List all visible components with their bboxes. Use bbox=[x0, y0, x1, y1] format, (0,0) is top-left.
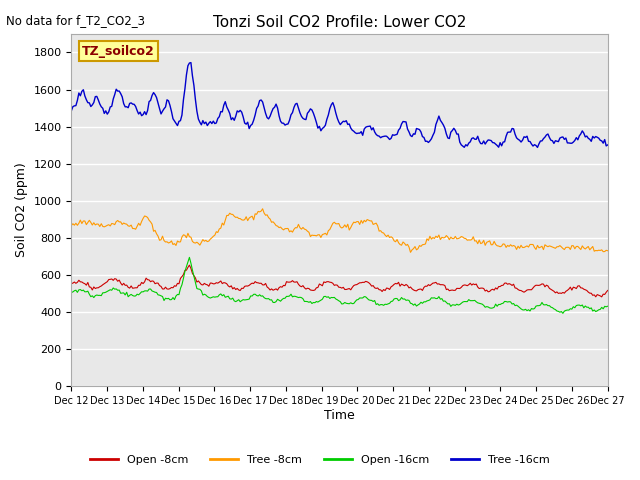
Open -16cm bbox=[229, 295, 237, 301]
Open -16cm bbox=[604, 303, 612, 309]
Tree -8cm bbox=[406, 250, 414, 255]
Open -8cm bbox=[575, 283, 583, 288]
Open -16cm bbox=[303, 299, 311, 304]
Tree -8cm bbox=[245, 215, 253, 221]
Text: TZ_soilco2: TZ_soilco2 bbox=[82, 45, 155, 58]
Open -8cm bbox=[303, 286, 311, 291]
Tree -8cm bbox=[133, 223, 141, 229]
Line: Tree -16cm: Tree -16cm bbox=[72, 62, 608, 147]
Y-axis label: Soil CO2 (ppm): Soil CO2 (ppm) bbox=[15, 163, 28, 257]
Tree -16cm bbox=[187, 60, 195, 65]
Line: Open -16cm: Open -16cm bbox=[72, 257, 608, 313]
Legend: Open -8cm, Tree -8cm, Open -16cm, Tree -16cm: Open -8cm, Tree -8cm, Open -16cm, Tree -… bbox=[86, 451, 554, 469]
Tree -8cm bbox=[259, 206, 266, 212]
Open -16cm bbox=[68, 289, 76, 295]
Open -16cm bbox=[577, 303, 584, 309]
Open -16cm bbox=[559, 311, 566, 316]
Tree -8cm bbox=[303, 228, 311, 234]
Tree -16cm bbox=[577, 131, 584, 137]
Tree -16cm bbox=[604, 142, 612, 148]
Open -8cm bbox=[133, 285, 141, 291]
Open -8cm bbox=[68, 281, 76, 287]
Line: Open -8cm: Open -8cm bbox=[72, 265, 608, 297]
Tree -8cm bbox=[68, 223, 76, 228]
Tree -16cm bbox=[229, 115, 237, 120]
Open -8cm bbox=[598, 294, 605, 300]
Open -8cm bbox=[247, 281, 255, 287]
Tree -16cm bbox=[133, 108, 141, 113]
Tree -8cm bbox=[227, 211, 235, 217]
Tree -16cm bbox=[247, 122, 255, 128]
Tree -8cm bbox=[254, 208, 262, 214]
Tree -16cm bbox=[256, 98, 264, 104]
Tree -8cm bbox=[604, 248, 612, 253]
Open -8cm bbox=[604, 288, 612, 293]
Open -8cm bbox=[229, 286, 237, 292]
Open -16cm bbox=[186, 254, 193, 260]
Open -16cm bbox=[133, 291, 141, 297]
Open -16cm bbox=[256, 292, 264, 298]
Tree -16cm bbox=[68, 108, 76, 114]
Tree -16cm bbox=[303, 110, 311, 116]
X-axis label: Time: Time bbox=[324, 409, 355, 422]
Open -16cm bbox=[247, 293, 255, 299]
Open -8cm bbox=[256, 280, 264, 286]
Tree -8cm bbox=[577, 247, 584, 252]
Line: Tree -8cm: Tree -8cm bbox=[72, 209, 608, 252]
Title: Tonzi Soil CO2 Profile: Lower CO2: Tonzi Soil CO2 Profile: Lower CO2 bbox=[213, 15, 466, 30]
Text: No data for f_T2_CO2_3: No data for f_T2_CO2_3 bbox=[6, 14, 145, 27]
Tree -16cm bbox=[534, 144, 541, 150]
Open -8cm bbox=[186, 262, 193, 268]
